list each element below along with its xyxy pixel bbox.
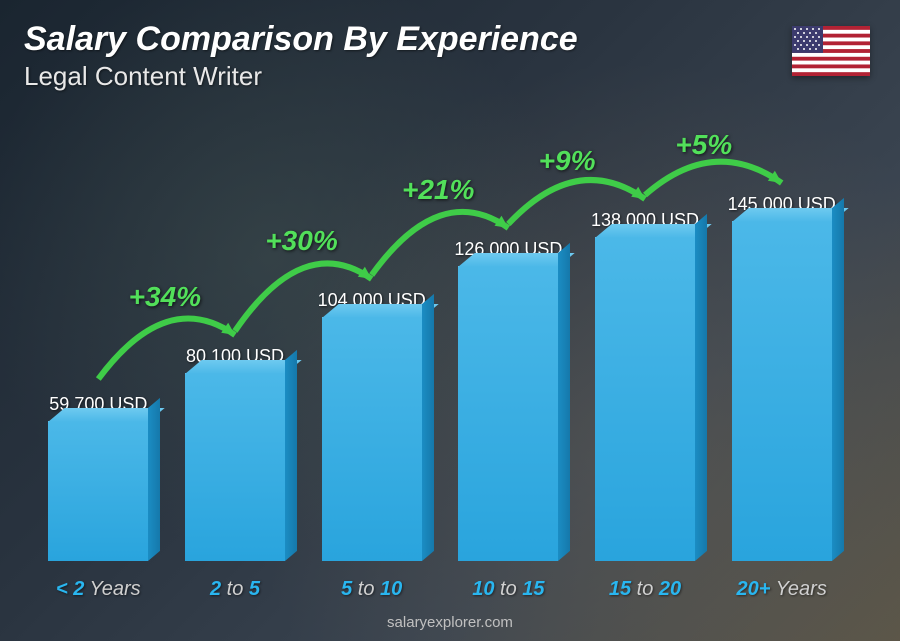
category-label: 20+ Years [713, 578, 850, 601]
category-label: 5 to 10 [303, 578, 440, 601]
chart-header: Salary Comparison By Experience Legal Co… [24, 20, 876, 92]
bar [322, 317, 422, 561]
chart-subtitle: Legal Content Writer [24, 61, 876, 92]
category-label: < 2 Years [30, 578, 167, 601]
bar [732, 221, 832, 561]
increase-label: +21% [402, 174, 474, 206]
increase-label: +30% [265, 225, 337, 257]
bar [458, 266, 558, 561]
chart-title: Salary Comparison By Experience [24, 20, 876, 59]
bar [595, 237, 695, 561]
country-flag-icon [792, 26, 870, 76]
bar-group: 145,000 USD [713, 194, 850, 561]
bar-group: 80,100 USD [167, 346, 304, 561]
increase-label: +5% [675, 129, 732, 161]
bar-group: 126,000 USD [440, 239, 577, 561]
category-label: 2 to 5 [167, 578, 304, 601]
salary-chart: Salary Comparison By Experience Legal Co… [0, 0, 900, 641]
footer-attribution: salaryexplorer.com [0, 614, 900, 631]
bar-group: 138,000 USD [577, 210, 714, 561]
bar-group: 104,000 USD [303, 290, 440, 561]
increase-label: +34% [129, 281, 201, 313]
bar-group: 59,700 USD [30, 394, 167, 561]
x-axis-categories: < 2 Years2 to 55 to 1010 to 1515 to 2020… [30, 578, 850, 601]
increase-label: +9% [539, 145, 596, 177]
bar [185, 373, 285, 561]
bar [48, 421, 148, 561]
category-label: 10 to 15 [440, 578, 577, 601]
category-label: 15 to 20 [577, 578, 714, 601]
